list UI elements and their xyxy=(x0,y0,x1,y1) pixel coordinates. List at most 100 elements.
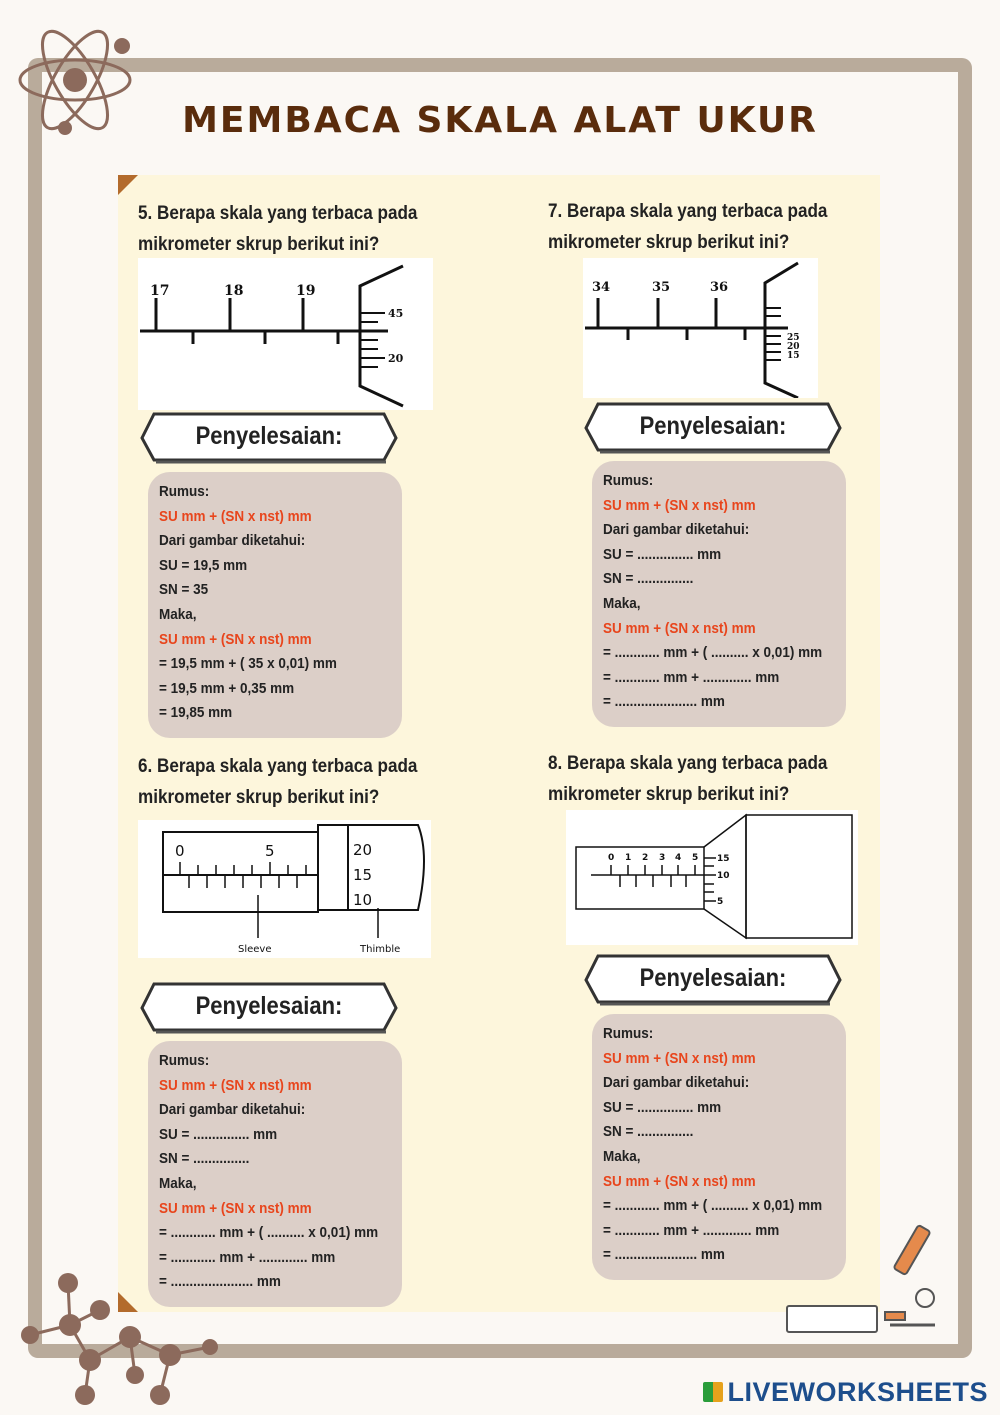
solution-line: = ............ mm + ( .......... x 0,01)… xyxy=(159,1224,379,1242)
solution-line: SN = 35 xyxy=(159,581,209,599)
question-6: 6. Berapa skala yang terbaca pada mikrome… xyxy=(138,751,417,813)
solution-line: = ...................... mm xyxy=(159,1273,281,1291)
solution-line: SN = ............... xyxy=(159,1150,250,1168)
scale-label: 34 xyxy=(592,280,610,295)
thimble-label: 15 xyxy=(717,854,730,864)
question-8: 8. Berapa skala yang terbaca pada mikrome… xyxy=(548,748,827,810)
scale-label: 4 xyxy=(675,853,681,863)
thimble-label: 20 xyxy=(388,352,404,365)
solution-line: = 19,85 mm xyxy=(159,704,233,722)
solution-line: = ............ mm + ............. mm xyxy=(603,668,780,686)
logo-text: LIVEWORKSHEETS xyxy=(727,1377,988,1407)
question-7: 7. Berapa skala yang terbaca pada mikrome… xyxy=(548,196,827,258)
formula-line: SU mm + (SN x nst) mm xyxy=(159,1076,312,1094)
solution-line: Dari gambar diketahui: xyxy=(159,532,306,550)
formula-line: SU mm + (SN x nst) mm xyxy=(603,619,756,637)
scale-label: 19 xyxy=(296,283,315,299)
question-text: 5. Berapa skala yang terbaca pada xyxy=(138,203,418,224)
scale-label: 36 xyxy=(710,280,728,295)
thimble-label: 10 xyxy=(353,891,372,909)
micrometer-image-6: 0 5 20 15 10 Sleeve Thimble xyxy=(138,820,431,958)
solution-box-8: Rumus: SU mm + (SN x nst) mm Dari gambar d… xyxy=(592,1014,846,1280)
question-text: 6. Berapa skala yang terbaca pada xyxy=(138,756,418,777)
scale-label: 3 xyxy=(659,853,665,863)
scale-label: 5 xyxy=(692,853,698,863)
solution-line: = 19,5 mm + 0,35 mm xyxy=(159,679,295,697)
banner-label: Penyelesaian: xyxy=(195,992,343,1020)
solution-line: Dari gambar diketahui: xyxy=(603,521,750,539)
scale-label: 2 xyxy=(642,853,648,863)
thimble-label: 45 xyxy=(388,307,403,320)
solution-line: SU = ............... mm xyxy=(603,545,722,563)
solution-line: Rumus: xyxy=(603,472,654,489)
solution-line: = ...................... mm xyxy=(603,693,725,711)
solution-box-6: Rumus: SU mm + (SN x nst) mm Dari gambar d… xyxy=(148,1041,402,1307)
penyelesaian-banner: Penyelesaian: xyxy=(140,412,398,464)
solution-line: Dari gambar diketahui: xyxy=(603,1074,750,1092)
solution-box-5: Rumus: SU mm + (SN x nst) mm Dari gambar d… xyxy=(148,472,402,738)
solution-line: = ...................... mm xyxy=(603,1246,725,1264)
penyelesaian-banner: Penyelesaian: xyxy=(584,402,842,454)
solution-line: = ............ mm + ............. mm xyxy=(603,1221,780,1239)
scale-label: 17 xyxy=(150,283,169,299)
solution-line: Rumus: xyxy=(159,483,210,500)
thimble-label: 20 xyxy=(353,841,372,859)
molecule-icon xyxy=(21,1273,218,1405)
microscope-icon xyxy=(884,1224,935,1327)
test-tube-rack-icon xyxy=(786,1305,878,1333)
formula-line: SU mm + (SN x nst) mm xyxy=(603,496,756,514)
atom-icon xyxy=(18,29,132,135)
solution-line: Dari gambar diketahui: xyxy=(159,1101,306,1119)
thimble-label: 10 xyxy=(717,871,730,881)
thimble-label: 15 xyxy=(787,351,800,361)
penyelesaian-banner: Penyelesaian: xyxy=(140,982,398,1034)
solution-line: = 19,5 mm + ( 35 x 0,01) mm xyxy=(159,655,337,673)
solution-line: SU = ............... mm xyxy=(603,1098,722,1116)
scale-label: 35 xyxy=(652,280,670,295)
solution-line: SU = 19,5 mm xyxy=(159,556,248,574)
scale-label: 18 xyxy=(224,283,243,299)
page-title: MEMBACA SKALA ALAT UKUR xyxy=(182,100,818,141)
solution-line: Maka, xyxy=(603,1147,641,1165)
solution-line: = ............ mm + ............. mm xyxy=(159,1248,336,1266)
question-text: 7. Berapa skala yang terbaca pada xyxy=(548,201,828,222)
scale-label: 0 xyxy=(608,853,614,863)
thimble-label: 15 xyxy=(353,866,372,884)
solution-line: Rumus: xyxy=(159,1052,210,1069)
solution-line: Maka, xyxy=(159,1174,197,1192)
thimble-caption: Thimble xyxy=(359,944,400,955)
formula-line: SU mm + (SN x nst) mm xyxy=(603,1049,756,1067)
liveworksheets-logo: LIVEWORKSHEETS xyxy=(703,1377,988,1408)
formula-line: SU mm + (SN x nst) mm xyxy=(603,1172,756,1190)
sleeve-label: Sleeve xyxy=(238,944,272,955)
solution-line: SN = ............... xyxy=(603,570,694,588)
penyelesaian-banner: Penyelesaian: xyxy=(584,954,842,1006)
scale-label: 5 xyxy=(265,842,275,860)
solution-line: = ............ mm + ( .......... x 0,01)… xyxy=(603,644,823,662)
banner-label: Penyelesaian: xyxy=(639,964,787,992)
question-text: mikrometer skrup berikut ini? xyxy=(548,232,790,253)
panel-corner xyxy=(118,175,138,195)
question-text: mikrometer skrup berikut ini? xyxy=(138,234,380,255)
thimble-label: 5 xyxy=(717,897,723,907)
solution-line: Rumus: xyxy=(603,1025,654,1042)
page-frame xyxy=(28,58,972,1358)
banner-label: Penyelesaian: xyxy=(639,412,787,440)
micrometer-image-5: 17 18 19 45 20 xyxy=(138,258,433,410)
solution-line: SU = ............... mm xyxy=(159,1125,278,1143)
panel-corner xyxy=(118,1292,138,1312)
question-5: 5. Berapa skala yang terbaca pada mikrome… xyxy=(138,198,417,260)
solution-line: = ............ mm + ( .......... x 0,01)… xyxy=(603,1197,823,1215)
solution-box-7: Rumus: SU mm + (SN x nst) mm Dari gambar d… xyxy=(592,461,846,727)
question-text: mikrometer skrup berikut ini? xyxy=(138,787,380,808)
formula-line: SU mm + (SN x nst) mm xyxy=(159,507,312,525)
question-text: mikrometer skrup berikut ini? xyxy=(548,784,790,805)
question-text: 8. Berapa skala yang terbaca pada xyxy=(548,753,828,774)
scale-label: 0 xyxy=(175,842,185,860)
formula-line: SU mm + (SN x nst) mm xyxy=(159,630,312,648)
solution-line: Maka, xyxy=(159,605,197,623)
thimble-label: 20 xyxy=(787,342,800,352)
solution-line: Maka, xyxy=(603,594,641,612)
